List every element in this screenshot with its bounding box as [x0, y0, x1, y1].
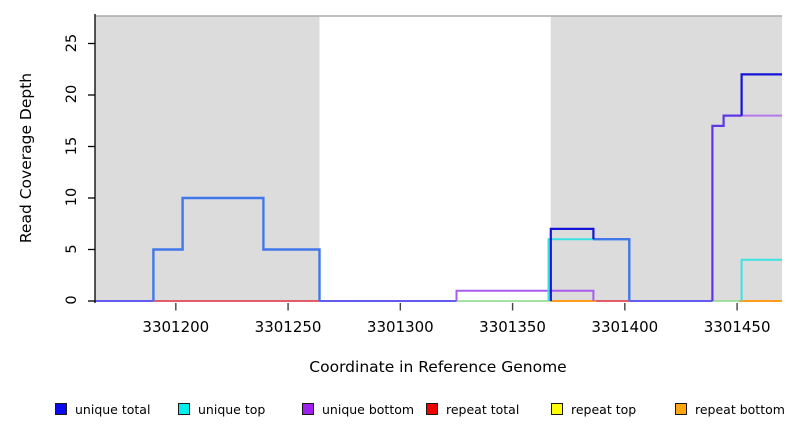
legend-swatch-icon	[426, 403, 438, 415]
shaded-repeat-region	[95, 16, 320, 301]
y-tick-label: 25	[64, 33, 80, 52]
coverage-step-line	[549, 227, 595, 301]
legend-label: unique total	[75, 401, 151, 417]
legend-item-unique-total: unique total	[55, 398, 150, 420]
x-tick-label: 3301450	[703, 318, 771, 336]
y-axis-title: Read Coverage Depth	[17, 72, 35, 244]
legend-swatch-icon	[302, 403, 314, 415]
x-axis-title: Coordinate in Reference Genome	[309, 358, 567, 376]
legend-swatch-icon	[551, 403, 563, 415]
legend-label: repeat top	[571, 401, 637, 417]
legend-label: unique top	[198, 401, 266, 417]
x-tick-label: 3301250	[254, 318, 322, 336]
coverage-step-line	[455, 289, 595, 301]
y-tick-label: 15	[64, 136, 80, 155]
y-tick-label: 10	[64, 187, 80, 207]
coverage-step-line	[711, 114, 742, 301]
coverage-step-line	[593, 237, 631, 301]
y-tick-label: 5	[64, 243, 80, 254]
legend-item-unique-bottom: unique bottom	[302, 398, 414, 420]
coverage-step-line	[740, 73, 782, 116]
legend-swatch-icon	[675, 403, 687, 415]
legend-item-repeat-total: repeat total	[426, 398, 519, 420]
legend: unique total unique top unique bottom repea…	[0, 398, 792, 422]
legend-item-repeat-bottom: repeat bottom	[675, 398, 785, 420]
y-tick-label: 20	[64, 84, 80, 104]
x-tick-label: 3301400	[591, 318, 659, 336]
legend-label: unique bottom	[322, 401, 415, 417]
shaded-repeat-region	[550, 16, 782, 301]
x-tick-label: 3301300	[366, 318, 434, 336]
legend-item-repeat-top: repeat top	[551, 398, 636, 420]
coverage-step-line	[740, 258, 782, 301]
legend-label: repeat total	[446, 401, 520, 417]
legend-swatch-icon	[178, 403, 190, 415]
legend-swatch-icon	[55, 403, 67, 415]
x-tick-label: 3301200	[142, 318, 210, 336]
y-tick-label: 0	[64, 295, 80, 305]
x-tick-label: 3301350	[479, 318, 546, 336]
legend-label: repeat bottom	[695, 401, 785, 417]
legend-item-unique-top: unique top	[178, 398, 265, 420]
coverage-step-line	[152, 196, 321, 301]
